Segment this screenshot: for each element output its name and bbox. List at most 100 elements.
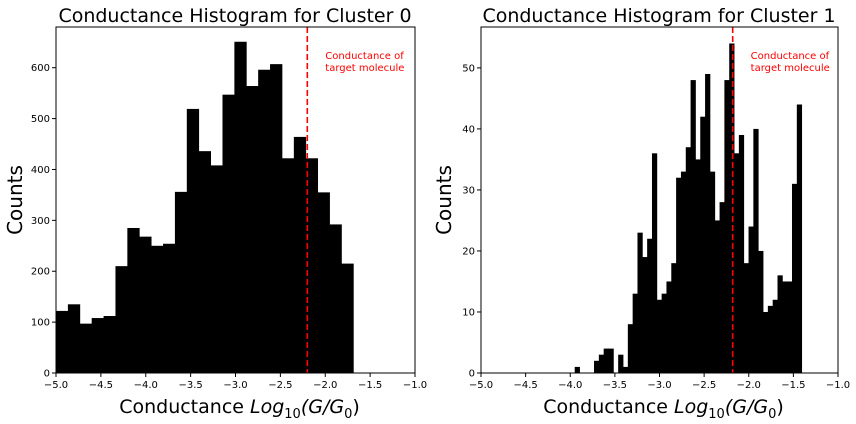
y-tick-label: 50 bbox=[462, 63, 475, 74]
histogram-bar bbox=[680, 171, 687, 373]
histogram-bar bbox=[174, 191, 188, 373]
x-axis-label-sub0: 0 bbox=[344, 407, 352, 422]
histogram-bar bbox=[293, 136, 307, 373]
histogram-bar bbox=[676, 177, 682, 373]
histogram-bar bbox=[574, 366, 580, 373]
x-tick-label: −1.0 bbox=[403, 380, 427, 391]
histogram-bar bbox=[151, 245, 164, 373]
y-tick-label: 0 bbox=[469, 369, 475, 380]
histogram-bar bbox=[603, 348, 609, 373]
histogram-bar bbox=[758, 250, 764, 373]
histogram-bar bbox=[637, 232, 643, 373]
x-axis-label-close: ) bbox=[776, 396, 783, 418]
x-tick-label: −1.0 bbox=[826, 380, 850, 391]
histogram-bar bbox=[222, 94, 235, 374]
histogram-bar bbox=[791, 183, 798, 373]
histogram-bar bbox=[305, 158, 319, 373]
histogram-bar bbox=[317, 192, 330, 373]
x-axis-label-sub: 10 bbox=[284, 407, 301, 422]
histogram-bar bbox=[787, 281, 793, 373]
histogram-bar bbox=[661, 293, 667, 373]
histogram-bar bbox=[608, 348, 614, 373]
histogram-bar bbox=[627, 324, 634, 373]
histogram-bar bbox=[714, 220, 720, 373]
y-axis-label: Counts bbox=[432, 165, 456, 235]
histogram-bar bbox=[709, 171, 716, 373]
histogram-bar bbox=[705, 73, 711, 374]
y-tick-label: 400 bbox=[31, 165, 50, 176]
x-axis-label-close: ) bbox=[352, 396, 359, 418]
histogram-bar bbox=[647, 238, 653, 373]
histogram-bar bbox=[748, 226, 754, 373]
histogram-bar bbox=[738, 135, 745, 373]
annotation-line: target molecule bbox=[751, 63, 830, 74]
x-tick-label: −2.5 bbox=[692, 380, 716, 391]
histogram-bar bbox=[56, 310, 69, 373]
histogram-bar bbox=[598, 354, 605, 373]
x-axis-label-sub0: 0 bbox=[768, 407, 776, 422]
histogram-bar bbox=[103, 316, 116, 373]
histogram-bar bbox=[671, 263, 677, 373]
y-tick-label: 40 bbox=[462, 124, 475, 135]
x-tick-label: −5.0 bbox=[469, 380, 493, 391]
histogram-bar bbox=[796, 104, 803, 373]
histogram-bar bbox=[139, 236, 152, 373]
histogram-bar bbox=[700, 116, 706, 373]
x-tick-label: −4.5 bbox=[89, 380, 113, 391]
x-tick-label: −3.0 bbox=[223, 380, 247, 391]
histogram-bar bbox=[719, 202, 725, 373]
x-axis-label-log: Log bbox=[250, 396, 284, 418]
x-tick-label: −4.0 bbox=[134, 380, 158, 391]
histogram-bar bbox=[642, 257, 648, 373]
histogram-bar bbox=[782, 281, 788, 373]
histogram-bar bbox=[685, 147, 691, 373]
histogram-bar bbox=[341, 263, 354, 373]
x-axis-label-sub: 10 bbox=[708, 407, 725, 422]
y-tick-label: 300 bbox=[31, 216, 50, 227]
histogram-bar bbox=[281, 158, 295, 373]
x-tick-label: −1.5 bbox=[781, 380, 805, 391]
histogram-bar bbox=[767, 305, 774, 373]
x-axis-label-text: Conductance bbox=[119, 396, 250, 418]
annotation-line: target molecule bbox=[325, 63, 404, 74]
x-axis-label-ratio: (G/G bbox=[301, 396, 344, 418]
histogram-bar bbox=[594, 360, 600, 373]
histogram-bar bbox=[777, 275, 783, 373]
histogram-bar bbox=[772, 299, 778, 373]
x-tick-label: −4.5 bbox=[513, 380, 537, 391]
histogram-bar bbox=[186, 108, 200, 374]
x-axis-label: Conductance Log10(G/G0) bbox=[543, 396, 784, 422]
chart-title: Conductance Histogram for Cluster 1 bbox=[482, 5, 835, 27]
x-tick-label: −3.5 bbox=[603, 380, 627, 391]
x-tick-label: −5.0 bbox=[44, 380, 68, 391]
histogram-bar bbox=[258, 69, 271, 374]
y-tick-label: 10 bbox=[462, 307, 475, 318]
y-tick-label: 200 bbox=[31, 267, 50, 278]
histogram-bar bbox=[690, 80, 696, 373]
histogram-bar bbox=[743, 263, 749, 373]
histogram-bar bbox=[163, 243, 176, 373]
x-tick-label: −1.5 bbox=[358, 380, 382, 391]
histogram-bar bbox=[329, 224, 342, 373]
x-axis-label: Conductance Log10(G/G0) bbox=[119, 396, 360, 422]
histogram-bar bbox=[763, 311, 769, 373]
chart-panel-0: −5.0 −4.5 −4.0 −3.5 −3.0 −2.5 −2.0 −1.5 −1.00100… bbox=[3, 5, 427, 422]
histogram-bar bbox=[695, 159, 701, 373]
y-tick-label: 0 bbox=[44, 369, 50, 380]
x-tick-label: −2.0 bbox=[737, 380, 761, 391]
histogram-bar bbox=[632, 293, 638, 373]
x-tick-label: −2.0 bbox=[313, 380, 337, 391]
histogram-bar bbox=[270, 64, 283, 373]
histogram-bar bbox=[115, 266, 128, 373]
y-tick-label: 30 bbox=[462, 185, 475, 196]
chart-title: Conductance Histogram for Cluster 0 bbox=[58, 5, 411, 27]
y-tick-label: 500 bbox=[31, 114, 50, 125]
annotation-line: Conductance of bbox=[325, 51, 404, 62]
histogram-bar bbox=[127, 227, 140, 373]
histogram-bar bbox=[198, 151, 211, 373]
histogram-bar bbox=[753, 128, 759, 373]
y-tick-label: 20 bbox=[462, 246, 475, 257]
histogram-bar bbox=[618, 354, 624, 373]
x-tick-label: −4.0 bbox=[558, 380, 582, 391]
